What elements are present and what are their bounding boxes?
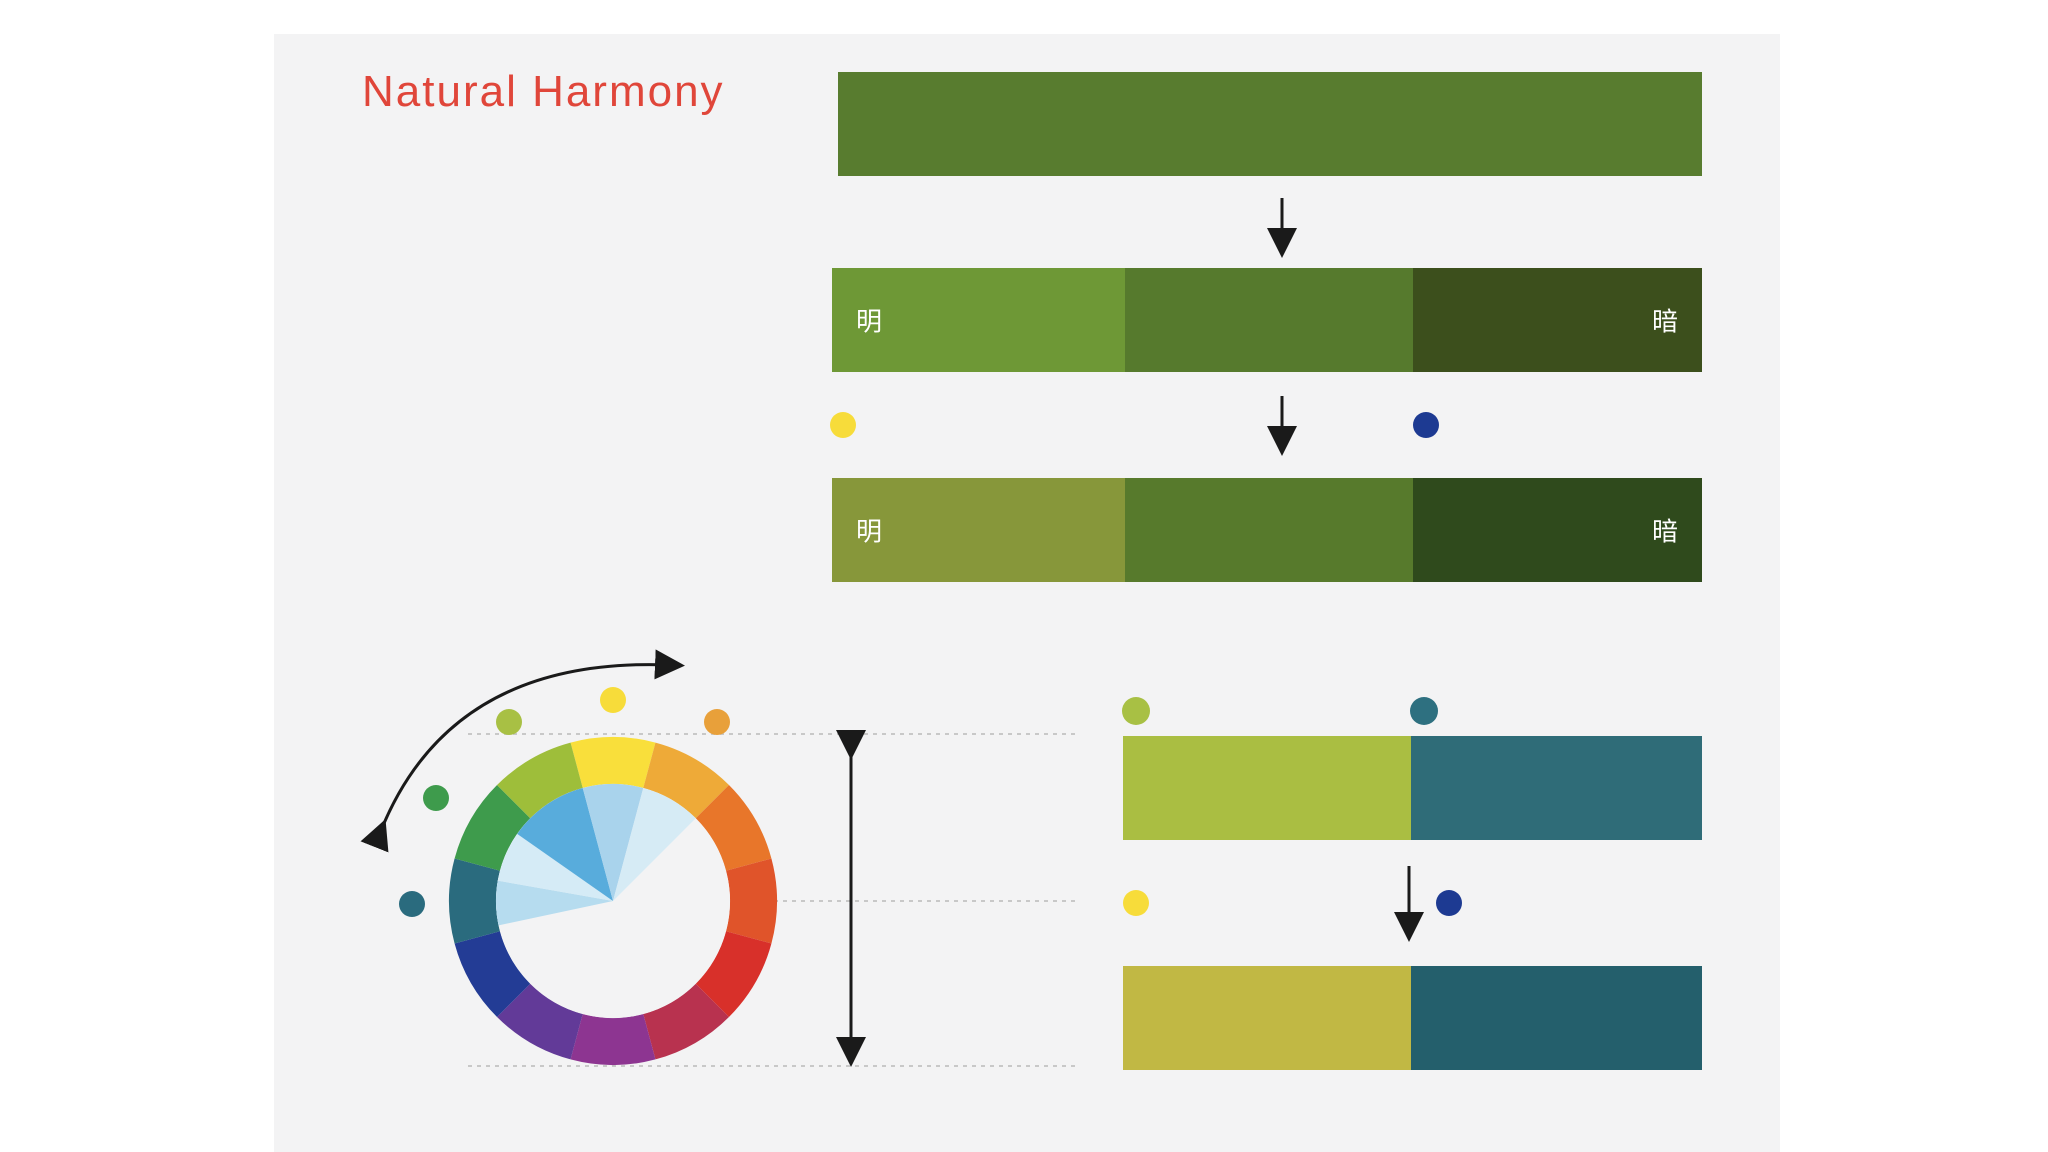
rotation-arrow (360, 649, 685, 853)
pair-bar-2-teal (1411, 966, 1702, 1070)
pair-bar-1-lime (1123, 736, 1411, 840)
pair-bar-1 (1123, 736, 1702, 840)
base-color-segment (838, 72, 1702, 176)
wheel-hue-dot (496, 709, 522, 735)
wheel-ring-segment (454, 931, 531, 1017)
shade-bar-2-light: 明 (832, 478, 1125, 582)
wheel-ring-segment (726, 858, 777, 944)
wheel-hue-dot (423, 785, 449, 811)
shade-bar-2: 明 暗 (832, 478, 1702, 582)
wheel-hue-dot (704, 709, 730, 735)
shade-bar-2-mid (1125, 478, 1413, 582)
dark-label: 暗 (1651, 517, 1678, 548)
wheel-ring-segment (695, 785, 772, 871)
shade-bar-1-dark: 暗 (1413, 268, 1702, 372)
dark-label: 暗 (1651, 307, 1678, 338)
pair-bar-2 (1123, 966, 1702, 1070)
shade-bar-1-light: 明 (832, 268, 1125, 372)
wheel-ring-segment (497, 983, 583, 1060)
wheel-ring-segment (643, 742, 729, 819)
light-label: 明 (856, 307, 883, 338)
wheel-ring-segment (497, 742, 583, 819)
page-title: Natural Harmony (362, 67, 725, 116)
base-color-bar (838, 72, 1702, 176)
yellow-dot (1123, 890, 1149, 916)
wheel-inner-wedge (517, 787, 613, 901)
wheel-ring-segment (643, 983, 729, 1060)
wheel-hue-dot (600, 687, 626, 713)
light-label: 明 (856, 517, 883, 548)
wheel-inner-wedge (582, 784, 644, 901)
wheel-ring-segment (449, 858, 500, 944)
shade-bar-2-dark: 暗 (1413, 478, 1702, 582)
color-wheel (399, 687, 777, 1065)
teal-dot (1410, 697, 1438, 725)
wheel-ring-segment (695, 931, 772, 1017)
pair-bar-2-olive (1123, 966, 1411, 1070)
shade-bar-1-mid (1125, 268, 1413, 372)
shade-bar-1: 明 暗 (832, 268, 1702, 372)
wheel-inner-wedge (497, 833, 613, 901)
wheel-inner-wedge (496, 880, 613, 926)
lime-dot (1122, 697, 1150, 725)
wheel-ring-segment (570, 1014, 656, 1065)
wheel-ring-segment (454, 785, 531, 871)
pair-bar-1-teal (1411, 736, 1702, 840)
wheel-inner-wedge (613, 787, 696, 901)
blue-dot (1436, 890, 1462, 916)
wheel-ring-segment (570, 737, 656, 788)
blue-dot (1413, 412, 1439, 438)
yellow-dot (830, 412, 856, 438)
wheel-hue-dot (399, 891, 425, 917)
